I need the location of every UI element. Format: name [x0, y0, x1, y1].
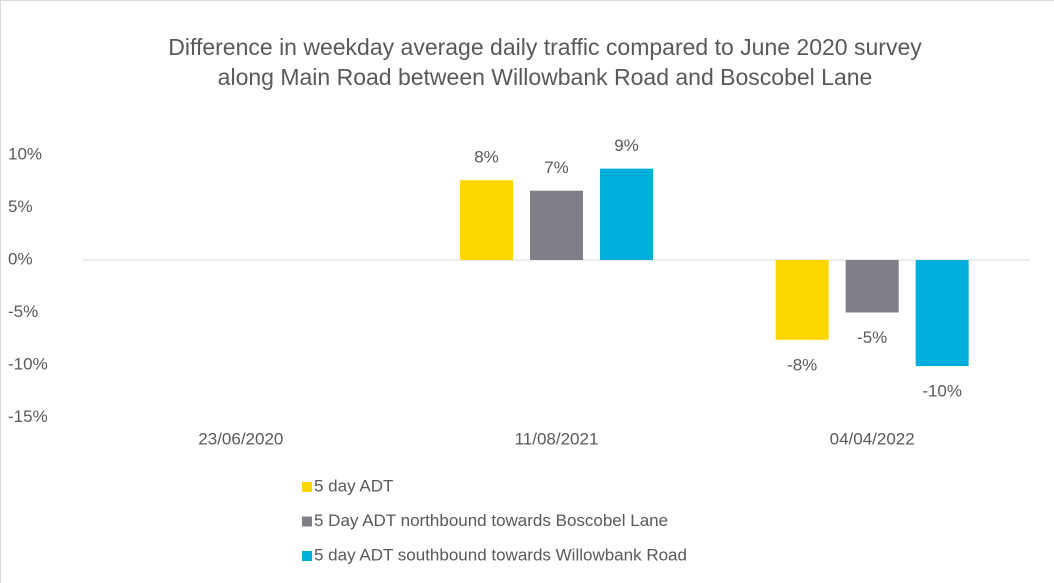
- x-tick-label: 04/04/2022: [830, 429, 915, 448]
- x-tick-label: 11/08/2021: [515, 429, 599, 448]
- legend-swatch: [302, 516, 312, 527]
- y-tick-label: -5%: [8, 302, 38, 321]
- y-tick-label: 0%: [8, 249, 33, 268]
- legend-swatch: [302, 551, 312, 561]
- bar: [915, 260, 969, 367]
- data-label: -8%: [787, 355, 817, 374]
- legend-swatch: [302, 482, 312, 492]
- bar: [460, 180, 513, 260]
- data-label: 8%: [474, 148, 499, 167]
- bar: [600, 168, 653, 260]
- bar: [775, 260, 829, 340]
- legend-label: 5 day ADT: [314, 476, 393, 495]
- legend-label: 5 Day ADT northbound towards Boscobel La…: [314, 511, 668, 530]
- bar: [845, 260, 899, 313]
- legend-label: 5 day ADT southbound towards Willowbank …: [314, 545, 687, 564]
- y-tick-label: 10%: [8, 144, 42, 163]
- chart-title: Difference in weekday average daily traf…: [168, 34, 922, 90]
- data-label: -10%: [922, 382, 962, 401]
- data-label: 9%: [614, 136, 639, 155]
- bar: [530, 190, 583, 260]
- data-label: 7%: [544, 158, 569, 177]
- y-tick-label: -10%: [8, 354, 48, 373]
- y-tick-label: -15%: [8, 407, 48, 426]
- data-label: -5%: [857, 328, 887, 347]
- x-tick-label: 23/06/2020: [198, 429, 283, 448]
- y-tick-label: 5%: [8, 197, 33, 216]
